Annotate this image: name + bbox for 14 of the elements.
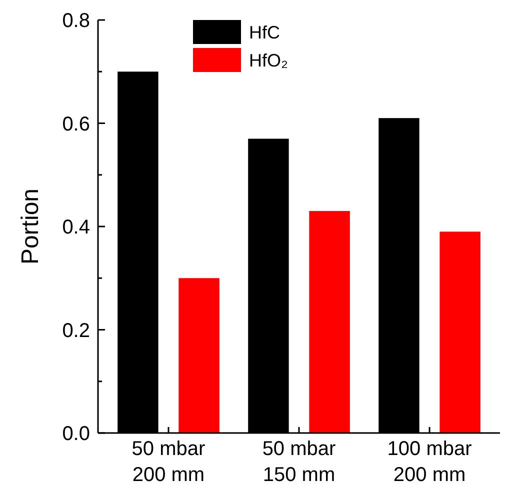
legend-label: HfO₂ xyxy=(249,50,288,70)
x-tick-label: 50 mbar 200 mm xyxy=(132,438,206,486)
y-tick-label: 0.8 xyxy=(62,10,90,32)
bar xyxy=(309,211,350,433)
y-tick-label: 0.4 xyxy=(62,216,90,238)
x-tick-label: 50 mbar 150 mm xyxy=(262,438,336,486)
y-tick-label: 0.0 xyxy=(62,423,90,445)
y-tick-label: 0.6 xyxy=(62,113,90,136)
y-tick-label: 0.2 xyxy=(62,320,90,342)
bar xyxy=(178,278,220,433)
bar xyxy=(440,232,480,433)
legend-label: HfC xyxy=(249,22,280,42)
x-tick-label: 100 mbar 200 mm xyxy=(387,438,472,486)
y-axis-title: Portion xyxy=(17,188,44,265)
